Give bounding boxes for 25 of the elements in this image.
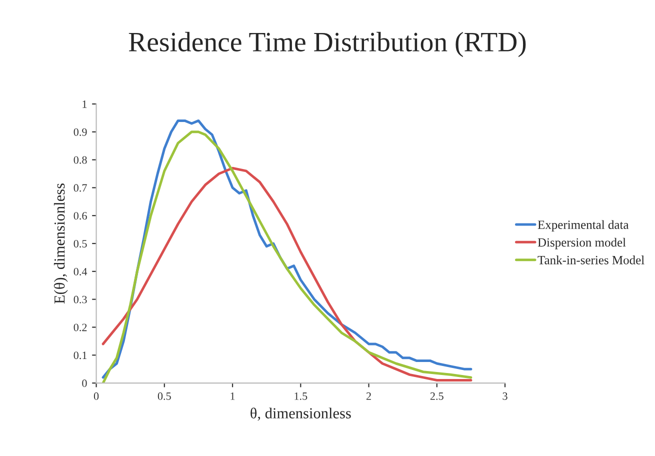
legend-label: Tank-in-series Model <box>538 256 644 264</box>
x-tick-label: 2 <box>366 392 371 400</box>
y-tick-label: 0.8 <box>74 156 87 164</box>
y-tick-label: 0.3 <box>74 296 87 304</box>
y-tick-label: 0.9 <box>74 128 87 136</box>
x-tick-label: 0 <box>94 392 99 400</box>
y-axis-title: E(θ), dimensionless <box>54 184 68 304</box>
y-tick-label: 0.4 <box>74 268 88 276</box>
y-tick-label: 1 <box>82 100 87 108</box>
y-tick-label: 0 <box>82 380 87 388</box>
x-tick-label: 0.5 <box>158 392 171 400</box>
line-series <box>102 166 472 382</box>
legend-label: Experimental data <box>538 220 629 232</box>
y-tick-label: 0.5 <box>74 240 87 248</box>
y-tick-label: 0.2 <box>74 324 87 332</box>
y-tick-label: 0.7 <box>74 184 87 192</box>
y-tick-label: 0.6 <box>74 212 87 220</box>
x-tick-label: 1 <box>230 392 235 400</box>
y-tick-label: 0.1 <box>74 352 87 360</box>
x-axis-title: θ, dimensionless <box>250 408 351 421</box>
x-tick-label: 1.5 <box>294 392 308 400</box>
x-tick-label: 3 <box>502 392 508 400</box>
x-tick-label: 2.5 <box>430 392 444 400</box>
legend-label: Dispersion model <box>538 238 626 250</box>
chart-title: Residence Time Distribution (RTD) <box>128 32 526 58</box>
